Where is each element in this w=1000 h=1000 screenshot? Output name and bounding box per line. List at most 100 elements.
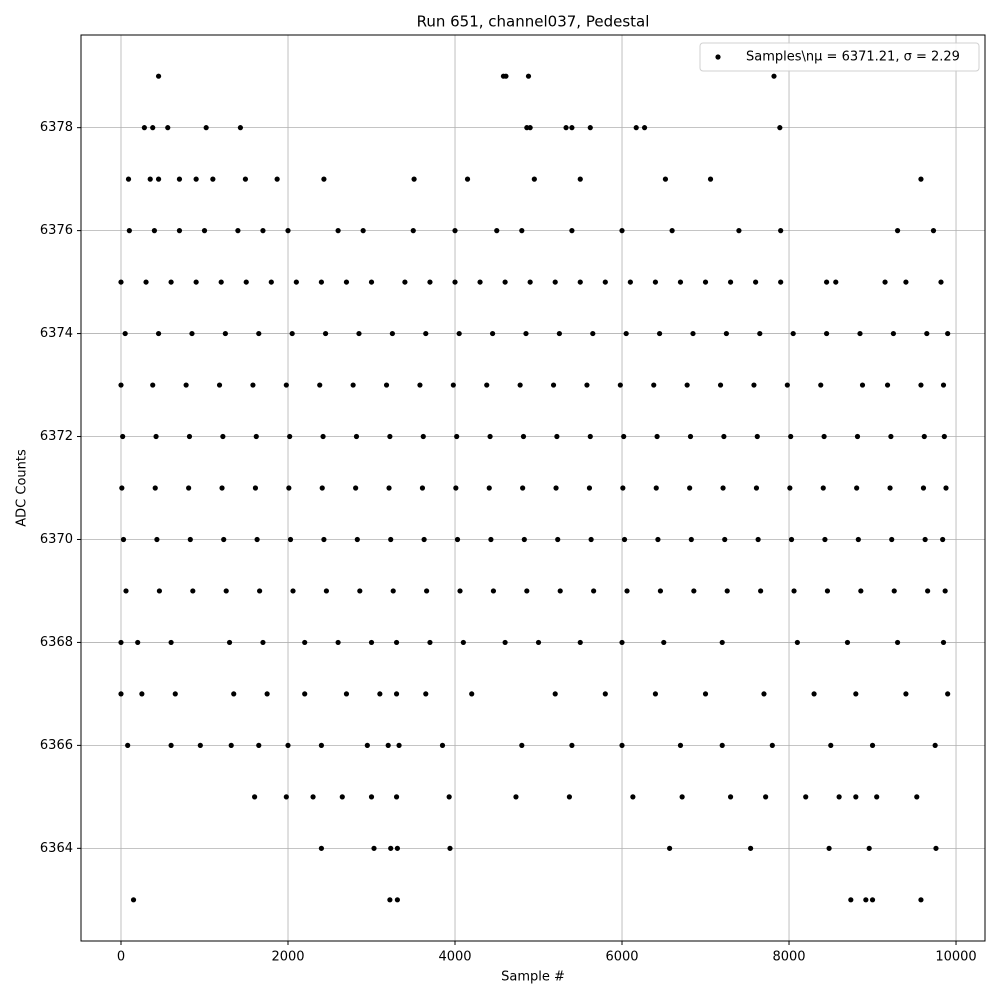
point xyxy=(720,485,726,491)
point xyxy=(584,382,590,388)
point xyxy=(285,742,291,748)
point xyxy=(517,382,523,388)
point xyxy=(120,536,127,543)
point xyxy=(357,588,363,594)
point xyxy=(410,228,416,234)
point xyxy=(172,691,178,697)
point xyxy=(143,279,149,285)
point xyxy=(691,588,697,594)
point xyxy=(687,433,694,440)
point xyxy=(287,433,293,440)
point xyxy=(264,691,270,697)
point xyxy=(727,279,734,285)
point xyxy=(531,176,537,182)
point xyxy=(757,330,763,337)
point xyxy=(119,485,125,491)
point xyxy=(335,639,341,646)
point xyxy=(652,279,659,285)
legend-marker xyxy=(715,54,721,60)
point xyxy=(228,742,234,748)
point xyxy=(187,536,193,543)
point xyxy=(869,897,876,903)
point xyxy=(427,639,433,646)
x-axis-label: Sample # xyxy=(501,970,565,985)
point xyxy=(924,330,930,337)
point xyxy=(120,433,126,440)
point xyxy=(753,279,759,285)
point xyxy=(519,742,525,748)
point xyxy=(452,279,458,285)
point xyxy=(535,639,542,646)
point xyxy=(256,330,262,337)
point xyxy=(460,639,466,646)
point xyxy=(268,279,274,285)
point xyxy=(724,588,730,594)
point xyxy=(569,742,575,748)
point xyxy=(859,382,866,388)
point xyxy=(821,433,827,440)
point xyxy=(390,588,396,594)
point xyxy=(657,588,664,594)
point xyxy=(394,897,400,903)
point xyxy=(176,228,183,234)
point xyxy=(555,536,561,543)
point xyxy=(889,536,895,543)
point xyxy=(450,382,456,388)
point xyxy=(222,330,228,337)
point xyxy=(794,639,800,646)
point xyxy=(791,588,797,594)
point xyxy=(193,279,199,285)
point xyxy=(719,742,725,748)
point xyxy=(147,176,153,182)
point xyxy=(453,485,459,491)
point xyxy=(586,485,593,491)
point xyxy=(503,73,509,79)
point xyxy=(486,485,492,491)
point xyxy=(368,279,375,285)
point xyxy=(484,382,490,388)
point xyxy=(630,794,636,800)
point xyxy=(155,73,162,79)
point xyxy=(844,639,851,646)
point xyxy=(921,433,927,440)
point xyxy=(321,536,327,543)
point xyxy=(587,433,593,440)
point xyxy=(513,794,519,800)
point xyxy=(323,588,330,594)
point xyxy=(283,794,289,800)
point xyxy=(274,176,280,182)
point xyxy=(690,330,696,337)
point xyxy=(869,742,876,748)
point xyxy=(343,279,350,285)
point xyxy=(922,536,928,543)
point xyxy=(938,279,944,285)
point xyxy=(751,382,757,388)
point xyxy=(651,382,657,388)
point xyxy=(393,691,400,697)
y-tick-label: 6370 xyxy=(40,532,73,547)
point xyxy=(156,588,163,594)
point xyxy=(884,382,891,388)
point xyxy=(727,794,734,800)
point xyxy=(679,794,685,800)
point xyxy=(569,228,575,234)
point xyxy=(302,639,308,646)
point xyxy=(755,536,761,543)
point xyxy=(153,433,159,440)
point xyxy=(833,279,839,285)
point xyxy=(943,485,949,491)
x-tick-label: 8000 xyxy=(772,950,805,965)
point xyxy=(888,433,894,440)
y-tick-label: 6372 xyxy=(40,429,73,444)
point xyxy=(925,588,931,594)
y-tick-label: 6364 xyxy=(40,841,73,856)
point xyxy=(310,794,316,800)
point xyxy=(343,691,350,697)
point xyxy=(360,228,366,234)
point xyxy=(118,691,124,697)
point xyxy=(302,691,308,697)
y-tick-label: 6366 xyxy=(40,738,73,753)
point xyxy=(318,845,325,851)
point xyxy=(193,176,199,182)
point xyxy=(890,330,896,337)
